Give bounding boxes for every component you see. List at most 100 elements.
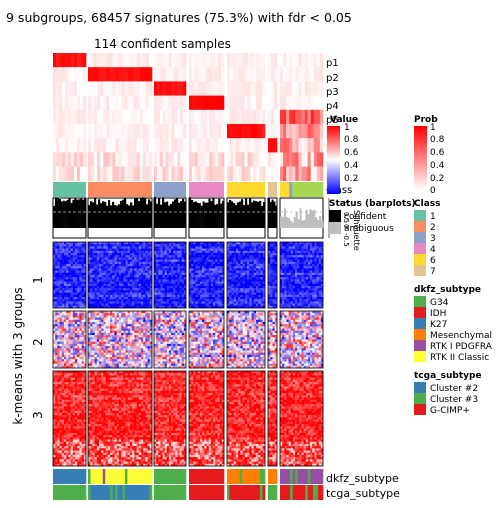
heatmap-cell (284, 277, 286, 279)
heatmap-cell (77, 329, 79, 331)
prob-cell (302, 81, 305, 95)
heatmap-cell (68, 293, 70, 295)
prob-cell (137, 167, 140, 181)
prob-cell (143, 110, 146, 124)
heatmap-cell (143, 273, 145, 275)
heatmap-cell (128, 284, 130, 286)
prob-cell (271, 152, 274, 166)
heatmap-cell (254, 253, 256, 255)
silhouette-bar (100, 203, 102, 228)
heatmap-cell (293, 304, 295, 306)
heatmap-cell (160, 257, 162, 259)
heatmap-cell (299, 260, 301, 262)
heatmap-cell (123, 277, 125, 279)
heatmap-cell (258, 268, 260, 270)
prob-cell (83, 53, 86, 67)
prob-cell (65, 96, 68, 110)
heatmap-cell (175, 264, 177, 266)
heatmap-cell (236, 279, 238, 281)
heatmap-cell (169, 262, 171, 264)
heatmap-cell (55, 361, 57, 363)
heatmap-cell (90, 262, 92, 264)
heatmap-cell (295, 253, 297, 255)
heatmap-cell (66, 277, 68, 279)
class-bar-segment-mixed (298, 182, 301, 197)
heatmap-cell (95, 286, 97, 288)
heatmap-cell (60, 335, 62, 337)
heatmap-cell (132, 299, 134, 301)
heatmap-cell (64, 337, 66, 339)
prob-cell (298, 53, 301, 67)
heatmap-cell (207, 277, 209, 279)
heatmap-cell (238, 262, 240, 264)
prob-cell (317, 53, 320, 67)
heatmap-cell (66, 313, 68, 315)
heatmap-cell (202, 253, 204, 255)
heatmap-cell (295, 290, 297, 292)
heatmap-cell (117, 253, 119, 255)
prob-cell (239, 96, 242, 110)
heatmap-cell (249, 277, 251, 279)
heatmap-cell (66, 282, 68, 284)
prob-cell (207, 67, 210, 81)
prob-cell (207, 110, 210, 124)
prob-cell (271, 96, 274, 110)
heatmap-cell (193, 251, 195, 253)
heatmap-cell (198, 275, 200, 277)
heatmap-cell (123, 288, 125, 290)
heatmap-cell (314, 268, 316, 270)
heatmap-cell (97, 268, 99, 270)
heatmap-cell (319, 251, 321, 253)
heatmap-cell (97, 253, 99, 255)
prob-cell (174, 67, 177, 81)
heatmap-cell (231, 266, 233, 268)
heatmap-cell (240, 290, 242, 292)
prob-cell (204, 167, 207, 181)
heatmap-cell (60, 359, 62, 361)
heatmap-cell (204, 271, 206, 273)
heatmap-cell (132, 301, 134, 303)
prob-cell (295, 124, 298, 138)
silhouette-bar (296, 212, 298, 228)
prob-cell (171, 152, 174, 166)
heatmap-cell (217, 264, 219, 266)
heatmap-cell (139, 264, 141, 266)
heatmap-cell (310, 257, 312, 259)
heatmap-cell (126, 268, 128, 270)
main-heatmap (53, 242, 323, 466)
heatmap-cell (137, 295, 139, 297)
heatmap-cell (62, 318, 64, 320)
heatmap-cell (143, 301, 145, 303)
prob-cell (320, 67, 323, 81)
heatmap-cell (200, 293, 202, 295)
heatmap-cell (68, 337, 70, 339)
heatmap-cell (317, 288, 319, 290)
prob-cell (305, 124, 308, 138)
prob-cell (109, 167, 112, 181)
prob-cell (233, 53, 236, 67)
heatmap-cell (101, 279, 103, 281)
heatmap-cell (55, 359, 57, 361)
heatmap-cell (66, 290, 68, 292)
heatmap-cell (101, 264, 103, 266)
heatmap-cell (79, 340, 81, 342)
heatmap-cell (77, 286, 79, 288)
heatmap-cell (249, 264, 251, 266)
heatmap-cell (293, 251, 295, 253)
heatmap-cell (132, 266, 134, 268)
heatmap-cell (60, 282, 62, 284)
prob-cell (53, 152, 56, 166)
prob-cell (218, 110, 221, 124)
prob-cell (192, 81, 195, 95)
heatmap-cell (143, 288, 145, 290)
prob-cell (253, 124, 256, 138)
prob-cell (118, 138, 121, 152)
heatmap-cell (213, 271, 215, 273)
heatmap-cell (119, 290, 121, 292)
heatmap-cell (148, 257, 150, 259)
heatmap-cell (82, 275, 84, 277)
heatmap-cell (57, 315, 59, 317)
heatmap-cell (284, 288, 286, 290)
heatmap-cell (171, 284, 173, 286)
heatmap-cell (240, 273, 242, 275)
